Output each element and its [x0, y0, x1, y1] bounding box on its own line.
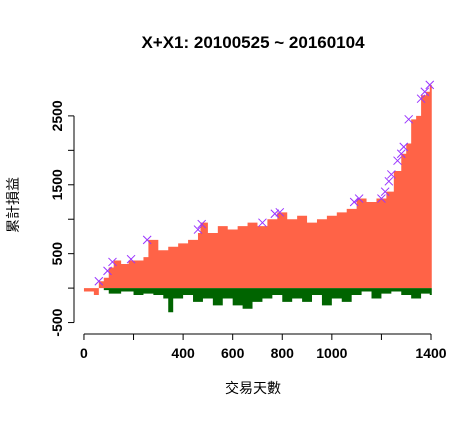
new-high-marker: [103, 266, 112, 276]
x-tick-label: 1400: [415, 345, 446, 361]
new-high-marker: [386, 170, 396, 179]
axes: 0 400 600 800 1000 1400 -500 500 1500 2500: [49, 100, 447, 361]
y-tick-label: 2500: [49, 100, 65, 131]
new-high-marker: [404, 114, 414, 124]
x-tick-label: 1000: [316, 345, 347, 361]
new-high-markers: [94, 80, 435, 286]
y-tick-label: -500: [49, 308, 65, 336]
x-tick-label: 600: [221, 345, 245, 361]
new-high-marker: [384, 176, 394, 186]
new-high-marker: [425, 80, 435, 90]
new-high-marker: [396, 149, 406, 159]
new-high-marker: [393, 156, 402, 166]
area-drawdown: [83, 288, 432, 313]
chart-title: X+X1: 20100525 ~ 20160104: [141, 33, 365, 52]
new-high-marker: [94, 276, 104, 286]
new-high-marker: [420, 87, 430, 97]
area-cumulative: [83, 84, 432, 295]
plot-areas: [83, 84, 432, 313]
y-axis-label: 累計損益: [6, 177, 22, 233]
new-high-marker: [354, 194, 364, 203]
new-high-marker: [142, 235, 152, 245]
x-tick-label: 800: [271, 345, 295, 361]
new-high-marker: [126, 254, 136, 264]
new-high-marker: [377, 194, 386, 203]
x-tick-label: 400: [171, 345, 195, 361]
new-high-marker: [416, 94, 426, 104]
y-tick-label: 1500: [49, 169, 65, 200]
new-high-marker: [399, 142, 409, 152]
x-tick-label: 0: [80, 345, 88, 361]
new-high-marker: [349, 197, 359, 207]
new-high-marker: [258, 218, 267, 228]
new-high-marker: [108, 257, 117, 267]
y-tick-label: 500: [49, 242, 65, 266]
new-high-marker: [270, 209, 280, 219]
new-high-marker: [380, 187, 390, 197]
new-high-marker: [275, 207, 285, 217]
new-high-marker: [193, 225, 203, 234]
x-axis-label: 交易天數: [225, 380, 281, 397]
new-high-marker: [197, 219, 207, 229]
